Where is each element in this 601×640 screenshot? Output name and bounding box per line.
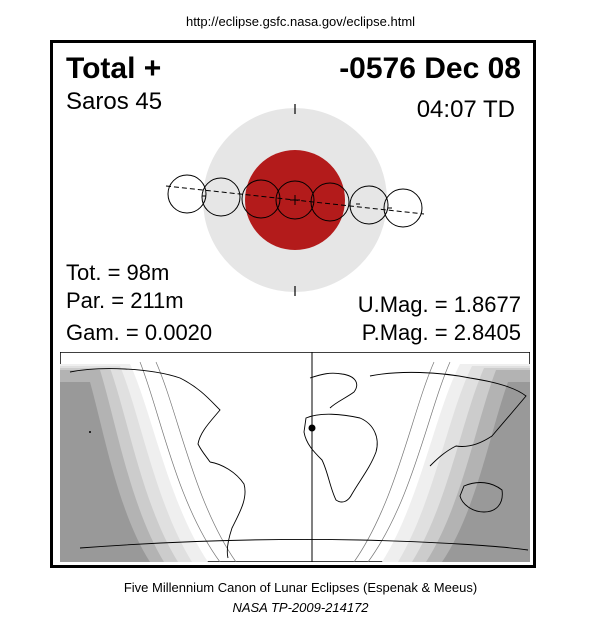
- moon-position-u1: [201, 177, 241, 217]
- nasa-report-number: NASA TP-2009-214172: [232, 600, 369, 615]
- moon-position-u2: [241, 179, 281, 219]
- coastlines: [69, 368, 529, 559]
- moon-position-u4: [349, 185, 389, 225]
- partial-duration: Par. = 211m: [66, 288, 184, 313]
- gamma-value: Gam. = 0.0020: [66, 320, 213, 345]
- penumbral-magnitude: P.Mag. = 2.8405: [361, 320, 521, 345]
- eclipse-geometry-diagram: [165, 104, 425, 296]
- moon-position-greatest: [275, 180, 315, 220]
- australia-coast: [459, 482, 503, 513]
- canon-citation: Five Millennium Canon of Lunar Eclipses …: [123, 580, 478, 595]
- moon-position-u3: [310, 182, 350, 222]
- umbral-magnitude: U.Mag. = 1.8677: [357, 292, 521, 317]
- moon-position-p1: [167, 174, 207, 214]
- map-dot: [89, 431, 91, 433]
- south-america-coast: [209, 461, 246, 559]
- europe-coast: [309, 372, 358, 409]
- eclipse-panel-frame: [50, 40, 536, 568]
- antarctica-coast: [79, 539, 529, 551]
- eclipse-type: Total +: [66, 52, 162, 85]
- totality-duration: Tot. = 98m: [66, 260, 170, 285]
- eclipse-time: 04:07 TD: [416, 96, 515, 123]
- africa-coast: [303, 413, 378, 503]
- left-invisible-zone: [60, 382, 150, 562]
- asia-coast: [369, 371, 527, 467]
- visibility-world-map: [60, 352, 530, 562]
- right-invisible-zone: [442, 382, 530, 562]
- north-america-coast: [69, 368, 221, 463]
- saros-number: Saros 45: [66, 88, 163, 115]
- moon-position-p4: [383, 188, 423, 228]
- source-url: http://eclipse.gsfc.nasa.gov/eclipse.htm…: [185, 14, 416, 29]
- sub-lunar-point: [308, 424, 316, 432]
- eclipse-date: -0576 Dec 08: [339, 52, 521, 85]
